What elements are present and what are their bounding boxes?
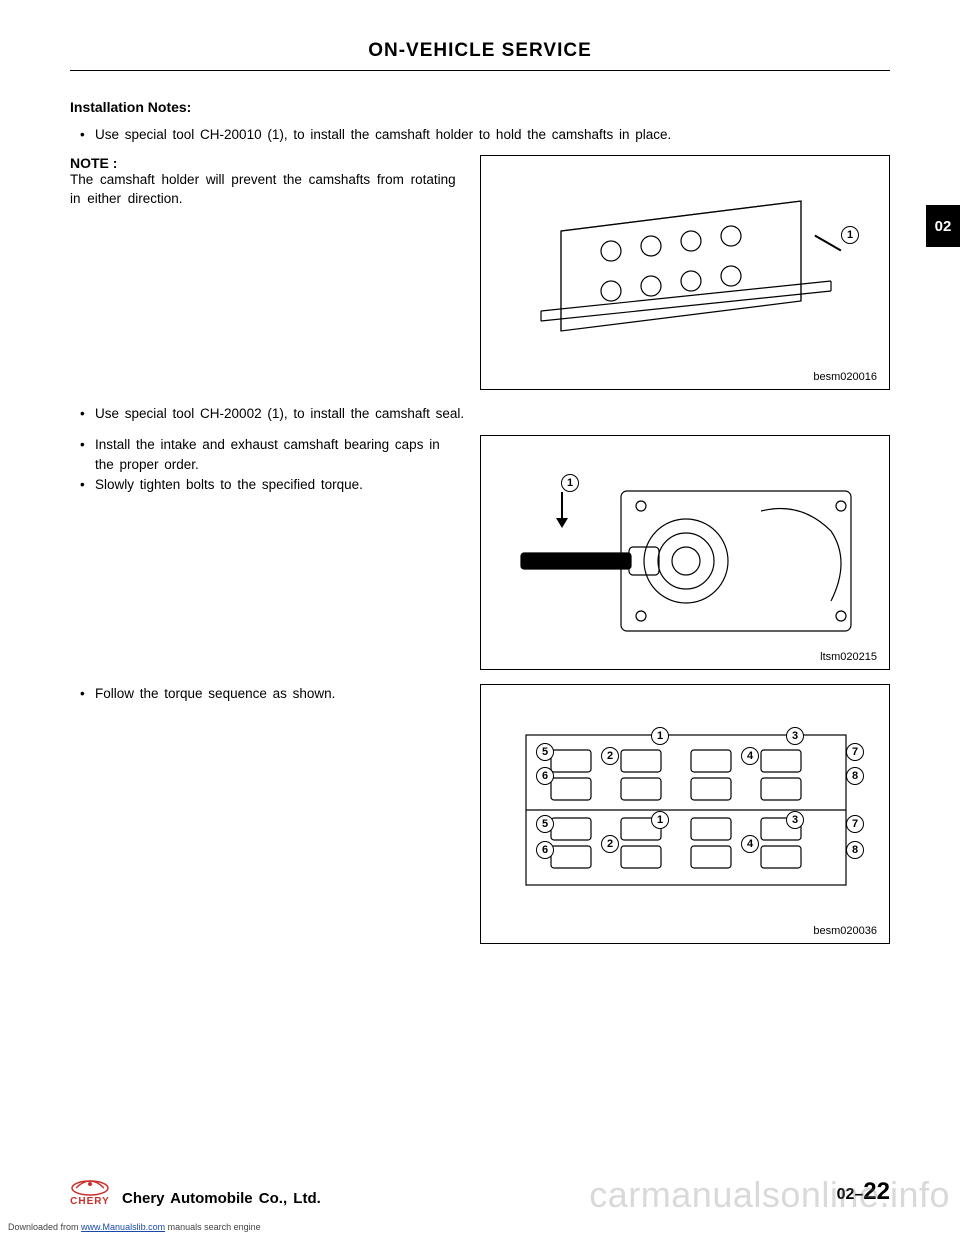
text-block-2: Install the intake and exhaust camshaft … xyxy=(70,435,460,496)
bullet2: Use special tool CH-20002 (1), to instal… xyxy=(95,404,890,424)
fig3-c-3b: 3 xyxy=(786,811,804,829)
text-block-3: Follow the torque sequence as shown. xyxy=(70,684,460,704)
figure-2-callout: 1 xyxy=(561,474,579,492)
fig3-c-2a: 2 xyxy=(601,747,619,765)
page-prefix: 02– xyxy=(837,1186,864,1203)
figure-2-caption: ltsm020215 xyxy=(820,651,877,663)
fig3-c-4a: 4 xyxy=(741,747,759,765)
row-3: Follow the torque sequence as shown. xyxy=(70,684,890,944)
fig3-c-4b: 4 xyxy=(741,835,759,853)
figure-2-arrow xyxy=(556,518,568,528)
figure-2: 1 ltsm020215 xyxy=(480,435,890,670)
figure-2-sketch xyxy=(501,451,871,651)
bullet-list-2: Use special tool CH-20002 (1), to instal… xyxy=(70,404,890,424)
row-2: Install the intake and exhaust camshaft … xyxy=(70,435,890,670)
page-footer: CHERY Chery Automobile Co., Ltd. 02–22 xyxy=(0,1176,960,1207)
page-content: ON-VEHICLE SERVICE Installation Notes: U… xyxy=(0,0,960,944)
fig3-c-8a: 8 xyxy=(846,767,864,785)
download-pre: Downloaded from xyxy=(8,1222,81,1232)
fig3-c-5a: 5 xyxy=(536,743,554,761)
row-1: NOTE : The camshaft holder will prevent … xyxy=(70,155,890,390)
install-heading: Installation Notes: xyxy=(70,99,890,115)
note-text: The camshaft holder will prevent the cam… xyxy=(70,171,460,209)
figure-3: 5 2 1 4 3 7 6 8 5 2 1 4 3 7 6 8 besm0200… xyxy=(480,684,890,944)
note-block: NOTE : The camshaft holder will prevent … xyxy=(70,155,460,217)
figure-1-sketch xyxy=(501,171,871,371)
figure-3-caption: besm020036 xyxy=(813,925,877,937)
bullet1: Use special tool CH-20010 (1), to instal… xyxy=(95,125,890,145)
figure-1: 1 besm020016 xyxy=(480,155,890,390)
download-post: manuals search engine xyxy=(165,1222,261,1232)
fig3-c-6a: 6 xyxy=(536,767,554,785)
fig3-c-3a: 3 xyxy=(786,727,804,745)
bullet3: Install the intake and exhaust camshaft … xyxy=(95,435,460,476)
chery-logo: CHERY xyxy=(70,1176,110,1207)
fig3-c-1b: 1 xyxy=(651,811,669,829)
fig3-c-5b: 5 xyxy=(536,815,554,833)
bullet-list-4: Follow the torque sequence as shown. xyxy=(70,684,460,704)
chery-logo-text: CHERY xyxy=(70,1196,110,1207)
fig3-c-2b: 2 xyxy=(601,835,619,853)
top-divider xyxy=(70,70,890,71)
bullet-list-3: Install the intake and exhaust camshaft … xyxy=(70,435,460,496)
bullet4: Slowly tighten bolts to the specified to… xyxy=(95,475,460,495)
figure-3-sketch xyxy=(506,715,866,905)
section-title: ON-VEHICLE SERVICE xyxy=(70,40,890,70)
chery-logo-icon xyxy=(70,1176,110,1196)
fig3-c-1a: 1 xyxy=(651,727,669,745)
bullet-list-1: Use special tool CH-20010 (1), to instal… xyxy=(70,125,890,145)
fig3-c-7a: 7 xyxy=(846,743,864,761)
fig3-c-6b: 6 xyxy=(536,841,554,859)
page-number: 02–22 xyxy=(837,1178,890,1206)
footer-company: Chery Automobile Co., Ltd. xyxy=(122,1190,321,1207)
figure-1-caption: besm020016 xyxy=(813,371,877,383)
download-line: Downloaded from www.Manualslib.com manua… xyxy=(8,1222,261,1232)
bullet5: Follow the torque sequence as shown. xyxy=(95,684,460,704)
page-num-value: 22 xyxy=(863,1178,890,1205)
fig3-c-8b: 8 xyxy=(846,841,864,859)
fig3-c-7b: 7 xyxy=(846,815,864,833)
download-link[interactable]: www.Manualslib.com xyxy=(81,1222,165,1232)
note-label: NOTE : xyxy=(70,155,460,171)
